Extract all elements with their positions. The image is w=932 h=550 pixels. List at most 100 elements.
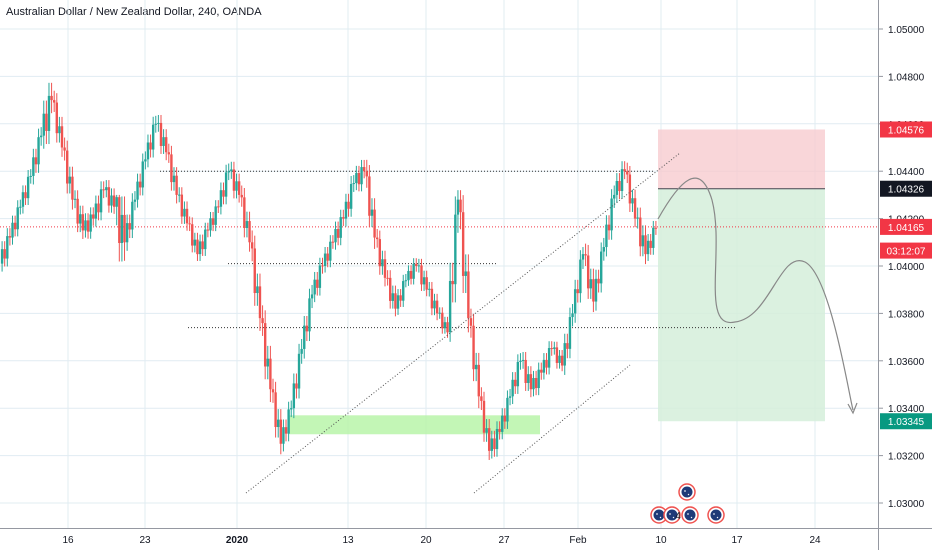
candle-body <box>573 289 577 314</box>
trend-drawings <box>245 152 858 494</box>
candle-body <box>454 214 457 285</box>
candle-body <box>157 122 160 124</box>
candle-body <box>490 438 494 451</box>
candle-body <box>131 201 134 230</box>
chart-title: Australian Dollar / New Zealand Dollar, … <box>6 6 262 18</box>
candle-body <box>141 161 144 188</box>
candle-body <box>545 359 548 368</box>
candle-body <box>652 227 655 248</box>
candle-body <box>581 254 585 260</box>
candle-body <box>613 194 616 199</box>
candle-body <box>540 369 543 373</box>
price-label-text: 1.04326 <box>888 185 925 196</box>
candle-body <box>383 259 387 278</box>
candle-body <box>571 313 574 318</box>
candlestick-series <box>0 82 658 460</box>
candle-body <box>553 347 556 349</box>
candle-body <box>89 214 92 232</box>
event-flag-stars <box>684 490 690 496</box>
candle-body <box>446 322 449 333</box>
candle-body <box>467 271 470 319</box>
candle-body <box>334 228 337 243</box>
candle-body <box>50 95 53 101</box>
candle-body <box>237 181 241 195</box>
candle-body <box>138 181 142 188</box>
channel-trendline <box>473 364 631 494</box>
candle-body <box>81 214 85 231</box>
price-tick-label: 1.04800 <box>888 72 925 83</box>
flag-icon[interactable] <box>678 483 696 501</box>
candle-body <box>305 325 309 332</box>
candle-body <box>118 197 121 244</box>
candle-body <box>167 152 171 155</box>
candle-body <box>178 194 181 196</box>
candle-body <box>428 288 431 290</box>
candle-body <box>47 95 51 131</box>
price-tick-label: 1.05000 <box>888 25 925 36</box>
candle-body <box>39 135 43 138</box>
candle-body <box>524 359 527 383</box>
candle-body <box>136 181 139 200</box>
event-count-label: 4 <box>675 511 681 522</box>
candle-body <box>402 281 405 301</box>
support-zone <box>288 415 540 435</box>
candle-body <box>326 253 329 261</box>
time-tick-label: 27 <box>498 535 510 546</box>
candle-body <box>563 343 566 366</box>
candle-body <box>566 343 569 349</box>
candle-body <box>415 263 418 266</box>
candle-body <box>610 198 613 231</box>
candle-body <box>37 137 40 165</box>
candle-body <box>185 208 189 224</box>
price-label-text: 1.04165 <box>888 223 925 234</box>
event-flag-stars <box>656 513 662 519</box>
candle-body <box>336 228 340 238</box>
candle-body <box>542 359 546 373</box>
candle-body <box>76 198 79 224</box>
candle-body <box>34 157 38 165</box>
candle-body <box>133 199 137 202</box>
candle-body <box>162 137 165 146</box>
candle-body <box>370 209 374 216</box>
candle-body <box>6 236 9 259</box>
candle-body <box>600 251 603 284</box>
candle-body <box>519 360 522 363</box>
time-tick-label: 10 <box>655 535 667 546</box>
flag-icon[interactable] <box>681 506 699 524</box>
candle-body <box>368 176 371 216</box>
flag-icon[interactable] <box>707 506 725 524</box>
candle-body <box>84 220 87 231</box>
candle-body <box>433 300 436 309</box>
candle-body <box>360 167 363 185</box>
arrow-head-icon <box>847 402 858 415</box>
candle-body <box>21 192 25 207</box>
candle-body <box>263 323 267 367</box>
candle-body <box>568 317 572 349</box>
candle-body <box>430 288 434 309</box>
candle-body <box>378 239 381 267</box>
candle-body <box>555 347 559 363</box>
time-axis: 16 23 2020 13 20 27 Feb 10 17 24 <box>0 528 932 546</box>
event-flag-core <box>710 509 722 521</box>
candle-body <box>66 150 69 184</box>
candle-body <box>303 325 306 349</box>
candle-body <box>144 159 147 162</box>
candle-body <box>282 427 285 444</box>
candle-body <box>537 369 540 389</box>
candle-body <box>198 241 202 255</box>
candle-body <box>245 221 249 228</box>
time-tick-label: 16 <box>62 535 74 546</box>
candle-body <box>279 419 283 444</box>
candle-body <box>448 280 452 333</box>
flag-icon[interactable] <box>663 506 681 524</box>
candle-body <box>172 175 176 183</box>
candle-body <box>646 240 650 255</box>
candle-body <box>58 126 61 134</box>
candle-body <box>42 113 45 136</box>
candle-body <box>495 428 499 450</box>
candle-body <box>586 255 590 289</box>
candle-body <box>201 241 204 250</box>
candle-body <box>316 279 319 288</box>
price-tick-label: 1.03400 <box>888 404 925 415</box>
